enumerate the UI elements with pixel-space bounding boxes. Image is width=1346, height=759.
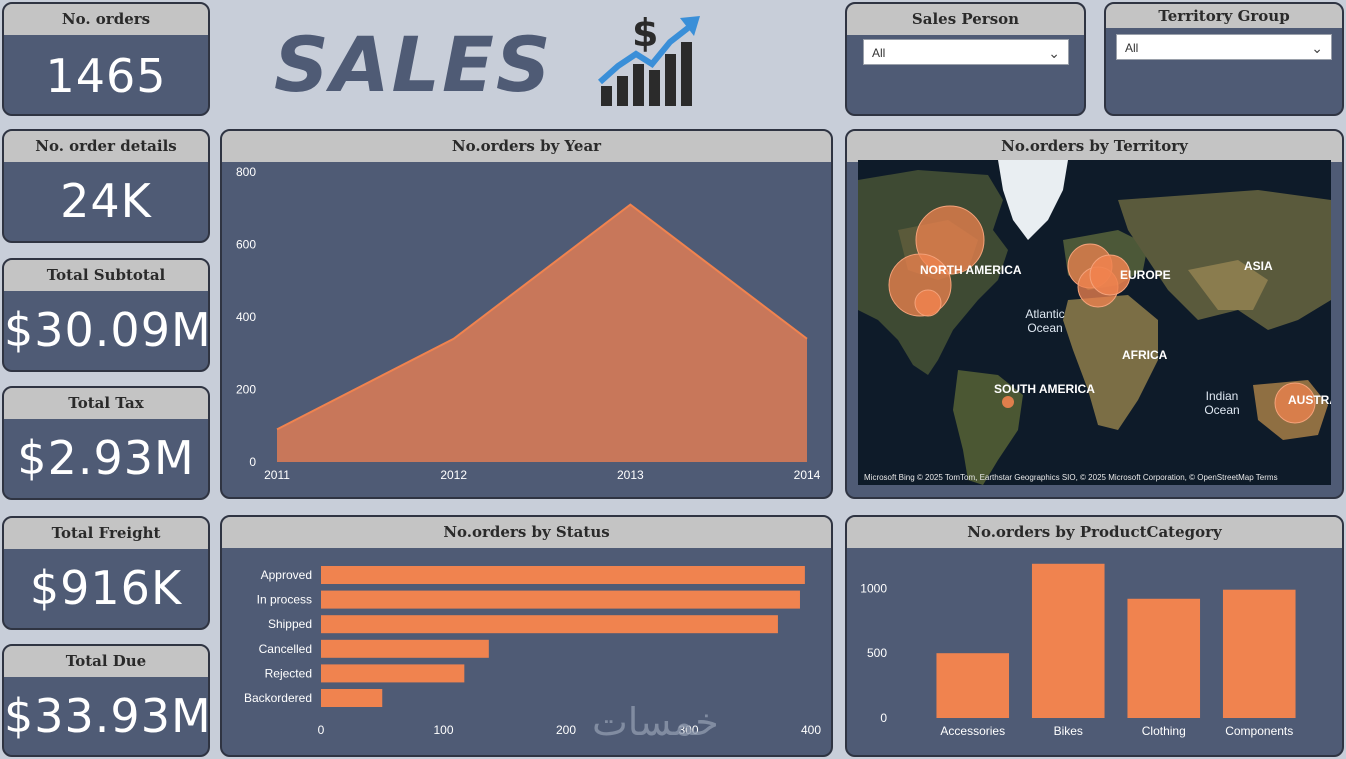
category-label: Shipped [268,617,312,631]
kpi-label: Total Freight [4,518,208,549]
category-label: Backordered [244,691,312,705]
chart-title: No.orders by Year [222,131,831,162]
chart-title: No.orders by ProductCategory [847,517,1342,548]
x-tick-label: 300 [678,723,698,737]
category-bar[interactable] [1222,589,1296,718]
y-tick-label: 400 [236,310,256,324]
status-bar[interactable] [321,639,489,658]
dropdown-value: All [872,46,886,60]
chart-orders-by-category[interactable]: No.orders by ProductCategory 0 500 1000 Acc… [845,515,1344,757]
kpi-value: 1465 [45,49,167,103]
status-bar[interactable] [321,566,805,584]
kpi-card-freight[interactable]: Total Freight $916K [2,516,210,630]
map-label-asia: ASIA [1244,259,1273,273]
chart-orders-by-year[interactable]: No.orders by Year 0 200 400 600 800 2011 2012 2… [220,129,833,499]
chart-title: No.orders by Status [222,517,831,548]
kpi-card-order-details[interactable]: No. order details 24K [2,129,210,243]
x-tick-label: 2013 [617,468,644,482]
status-bar-chart: Approved In process Shipped Cancelled Reject… [244,566,821,737]
slicer-label: Territory Group [1106,4,1342,28]
dropdown-value: All [1125,41,1139,55]
x-tick-label: 100 [433,723,453,737]
area-series[interactable] [277,204,807,462]
category-label: Cancelled [259,642,312,656]
map-label-europe: EUROPE [1120,268,1171,282]
kpi-label: Total Tax [4,388,208,419]
watermark-text: خمسات [592,700,719,744]
kpi-value: $33.93M [4,689,210,743]
map-attribution: Microsoft Bing © 2025 TomTom, Earthstar … [864,473,1278,482]
y-tick-label: 500 [867,646,887,660]
x-tick-label: 400 [801,723,821,737]
x-tick-label: Clothing [1142,724,1186,738]
year-area-chart: 0 200 400 600 800 2011 2012 2013 2014 [236,165,821,482]
map-label-north-america: NORTH AMERICA [920,263,1022,277]
category-label: Rejected [265,666,312,680]
category-bar-chart: 0 500 1000 Accessories Bikes Clothing Componen… [860,563,1296,738]
status-bar[interactable] [321,615,778,634]
map-title: No.orders by Territory [847,131,1342,162]
territory-group-dropdown[interactable]: All ⌄ [1116,34,1332,60]
kpi-value: $2.93M [17,431,195,485]
map-label-atlantic: Atlantic Ocean [1025,307,1065,335]
kpi-card-subtotal[interactable]: Total Subtotal $30.09M [2,258,210,372]
page-title: SALES [274,20,553,109]
y-tick-label: 1000 [860,581,887,595]
sales-person-dropdown[interactable]: All ⌄ [863,39,1069,65]
chevron-down-icon: ⌄ [1048,45,1060,61]
kpi-label: Total Due [4,646,208,677]
x-tick-label: Bikes [1054,724,1083,738]
status-bar[interactable] [321,664,465,683]
x-tick-label: Accessories [940,724,1005,738]
x-tick-label: 2014 [794,468,821,482]
map-label-south-america: SOUTH AMERICA [994,382,1095,396]
map-background [858,160,1331,485]
kpi-value: $30.09M [4,303,210,357]
kpi-card-total-due[interactable]: Total Due $33.93M [2,644,210,757]
x-tick-label: 0 [318,723,325,737]
kpi-label: Total Subtotal [4,260,208,291]
y-tick-label: 200 [236,383,256,397]
status-bar[interactable] [321,689,383,707]
area-line [276,203,808,431]
svg-text:$: $ [632,11,658,55]
category-bar[interactable] [1031,563,1105,718]
map-label-africa: AFRICA [1122,348,1168,362]
kpi-card-tax[interactable]: Total Tax $2.93M [2,386,210,500]
kpi-value: $916K [29,561,183,615]
y-tick-label: 800 [236,165,256,179]
category-label: In process [257,593,312,607]
kpi-label: No. order details [4,131,208,162]
map-label-indian: Indian Ocean [1204,389,1240,417]
x-tick-label: 2012 [440,468,467,482]
status-bar[interactable] [321,590,800,609]
slicer-label: Sales Person [847,4,1084,35]
kpi-value: 24K [60,174,152,228]
y-tick-label: 0 [880,711,887,725]
category-bar[interactable] [1127,598,1201,718]
y-tick-label: 600 [236,238,256,252]
category-bar[interactable] [936,653,1010,718]
kpi-card-orders[interactable]: No. orders 1465 [2,2,210,116]
kpi-label: No. orders [4,4,208,35]
x-tick-label: 200 [556,723,576,737]
x-tick-label: Components [1225,724,1293,738]
chart-orders-by-status[interactable]: No.orders by Status Approved In process Sh… [220,515,833,757]
chevron-down-icon: ⌄ [1311,40,1323,56]
x-tick-label: 2011 [264,468,290,482]
category-label: Approved [261,568,312,582]
territory-map[interactable]: NORTH AMERICA EUROPE ASIA AFRICA SOUTH A… [858,160,1331,485]
dollar-chart-icon: $ [596,8,700,114]
y-tick-label: 0 [249,455,256,469]
